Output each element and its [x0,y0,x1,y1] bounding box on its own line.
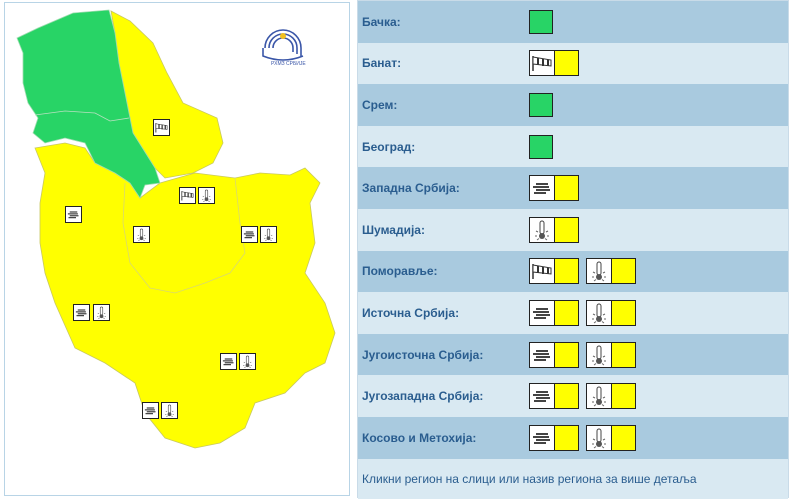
warning-fog[interactable] [529,175,579,202]
yellow-level-indicator [611,342,635,367]
thermometer-icon[interactable] [161,402,178,419]
warning-icons [529,134,553,159]
yellow-level-indicator [554,342,578,367]
wind-icon [530,259,554,284]
yellow-level-indicator [554,384,578,409]
fog-icon [530,425,554,450]
yellow-level-indicator [611,425,635,450]
warning-icons [529,92,553,117]
yellow-level-indicator [554,425,578,450]
fog-icon [530,300,554,325]
region-warning-list: Бачка: Банат: Срем: Београд: Западна Србија:… [357,0,789,499]
high-temperature-icon [587,259,611,284]
region-label[interactable]: Бачка: [362,14,401,29]
thermometer-icon[interactable] [260,226,277,243]
warning-high-temperature[interactable] [586,383,636,410]
footer-hint: Кликни регион на слици или назив региона… [358,458,788,499]
yellow-level-indicator [554,300,578,325]
green-level-indicator [529,9,553,34]
wind-icon [530,51,554,76]
rhmz-logo: РХМЗ СРБИЈЕ [262,29,306,67]
warning-high-temperature[interactable] [586,341,636,368]
yellow-level-indicator [611,259,635,284]
region-label[interactable]: Југозападна Србија: [362,389,484,404]
high-temperature-icon [587,300,611,325]
svg-text:РХМЗ СРБИЈЕ: РХМЗ СРБИЈЕ [271,61,306,67]
warning-icons [529,258,636,285]
warning-high-temperature[interactable] [529,216,579,243]
fog-icon[interactable] [65,206,82,223]
warning-high-temperature[interactable] [586,258,636,285]
region-row[interactable]: Банат: [358,42,788,85]
yellow-level-indicator [611,300,635,325]
region-row[interactable]: Срем: [358,84,788,126]
high-temperature-icon [530,217,554,242]
region-row[interactable]: Источна Србија: [358,292,788,334]
warning-icons [529,299,636,326]
yellow-level-indicator [554,176,578,201]
warning-icons [529,50,579,77]
warning-icons [529,175,579,202]
warning-high-temperature[interactable] [586,299,636,326]
region-label[interactable]: Западна Србија: [362,181,460,196]
warning-icons [529,424,636,451]
region-row[interactable]: Бачка: [358,1,788,43]
high-temperature-icon [587,384,611,409]
wind-icon[interactable] [179,187,196,204]
yellow-level-indicator [554,51,578,76]
fog-icon[interactable] [142,402,159,419]
high-temperature-icon [587,342,611,367]
wind-icon[interactable] [153,119,170,136]
warning-fog[interactable] [529,299,579,326]
yellow-level-indicator [554,217,578,242]
region-label[interactable]: Источна Србија: [362,305,460,320]
warning-fog[interactable] [529,424,579,451]
warning-wind[interactable] [529,258,579,285]
warning-fog[interactable] [529,383,579,410]
region-row[interactable]: Југозападна Србија: [358,375,788,417]
region-row[interactable]: Шумадија: [358,208,788,251]
region-label[interactable]: Југоисточна Србија: [362,347,484,362]
region-row[interactable]: Поморавље: [358,250,788,293]
warning-icons [529,341,636,368]
warning-high-temperature[interactable] [586,424,636,451]
region-label[interactable]: Срем: [362,97,398,112]
region-label[interactable]: Београд: [362,139,416,154]
thermometer-icon[interactable] [198,187,215,204]
green-level-indicator [529,134,553,159]
fog-icon[interactable] [220,353,237,370]
fog-icon [530,176,554,201]
green-level-indicator [529,92,553,117]
fog-icon[interactable] [241,226,258,243]
region-row[interactable]: Београд: [358,125,788,168]
region-row[interactable]: Косово и Метохија: [358,416,788,459]
warning-icons [529,216,579,243]
warning-wind[interactable] [529,50,579,77]
thermometer-icon[interactable] [93,304,110,321]
region-label[interactable]: Банат: [362,56,402,71]
high-temperature-icon [587,425,611,450]
region-label[interactable]: Шумадија: [362,222,425,237]
region-row[interactable]: Југоисточна Србија: [358,333,788,376]
region-label[interactable]: Поморавље: [362,264,438,279]
warning-map: РХМЗ СРБИЈЕ [4,2,350,496]
yellow-level-indicator [554,259,578,284]
fog-icon[interactable] [73,304,90,321]
map-region-backa-srem[interactable] [16,9,161,199]
thermometer-icon[interactable] [133,226,150,243]
warning-fog[interactable] [529,341,579,368]
warning-icons [529,9,553,34]
fog-icon [530,384,554,409]
fog-icon [530,342,554,367]
region-label[interactable]: Косово и Метохија: [362,430,477,445]
warning-icons [529,383,636,410]
region-row[interactable]: Западна Србија: [358,167,788,209]
yellow-level-indicator [611,384,635,409]
thermometer-icon[interactable] [239,353,256,370]
